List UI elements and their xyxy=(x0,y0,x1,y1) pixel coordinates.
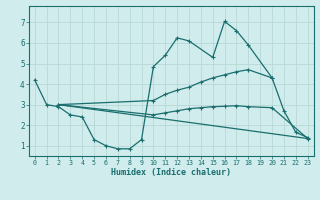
X-axis label: Humidex (Indice chaleur): Humidex (Indice chaleur) xyxy=(111,168,231,177)
